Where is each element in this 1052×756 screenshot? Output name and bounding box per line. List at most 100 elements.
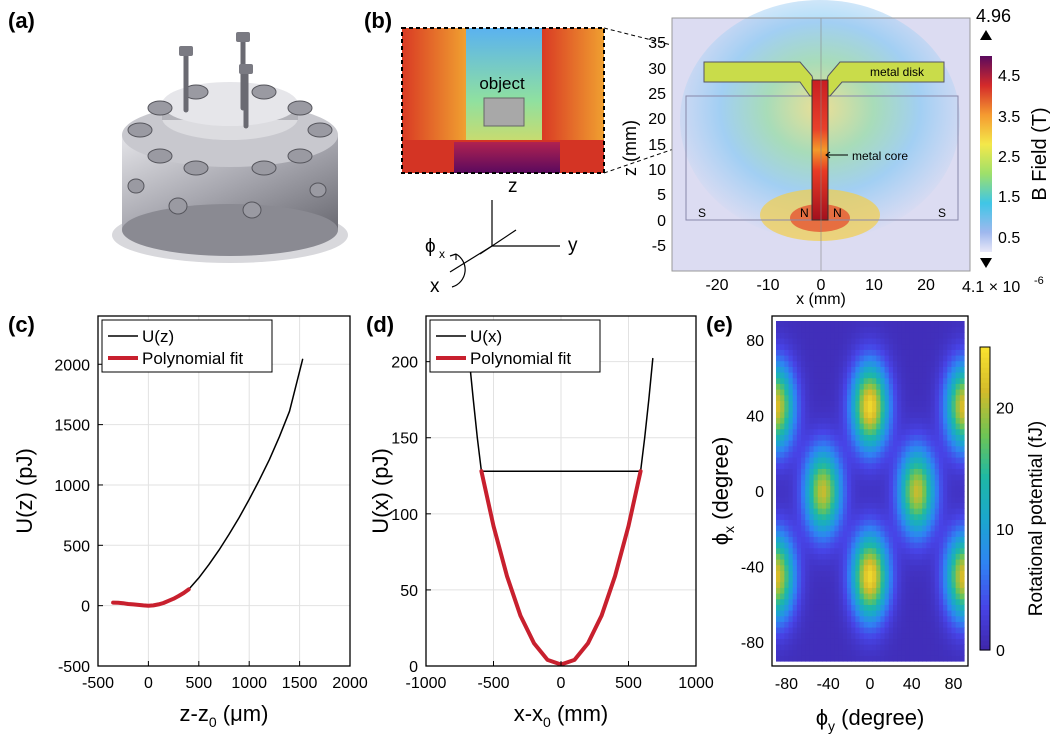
heatmap-cell	[888, 513, 894, 520]
heatmap-cell	[922, 564, 927, 571]
heatmap-cell	[930, 394, 936, 401]
b-xtick: 20	[917, 277, 935, 294]
label-metal-core: metal core	[852, 149, 908, 163]
plot-frame	[771, 315, 969, 667]
b-xtick: -20	[705, 277, 728, 294]
heatmap-cell	[813, 496, 819, 503]
heatmap-cell	[897, 355, 902, 362]
heatmap-cell	[892, 343, 898, 350]
heatmap-cell	[821, 468, 827, 475]
heatmap-cell	[897, 496, 902, 503]
heatmap-cell	[780, 632, 785, 639]
heatmap-cell	[847, 451, 852, 458]
heatmap-cell	[780, 326, 785, 333]
heatmap-cell	[851, 547, 856, 554]
heatmap-cell	[830, 525, 836, 532]
heatmap-cell	[955, 525, 961, 532]
heatmap-cell	[776, 366, 781, 373]
heatmap-cell	[838, 423, 844, 430]
heatmap-cell	[897, 553, 902, 560]
heatmap-cell	[872, 491, 877, 498]
heatmap-cell	[918, 598, 923, 605]
heatmap-cell	[926, 383, 932, 390]
heatmap-cell	[897, 632, 902, 639]
heatmap-cell	[847, 547, 852, 554]
heatmap-cell	[830, 462, 836, 469]
heatmap-cell	[934, 389, 940, 396]
heatmap-cell	[926, 406, 932, 413]
heatmap-cell	[821, 338, 827, 345]
heatmap-cell	[922, 400, 927, 407]
heatmap-cell	[847, 445, 852, 452]
x-tick-label: 500	[185, 675, 212, 692]
heatmap-cell	[951, 406, 957, 413]
heatmap-cell	[780, 343, 785, 350]
heatmap-cell	[959, 423, 965, 430]
heatmap-cell	[872, 610, 877, 617]
heatmap-cell	[876, 383, 882, 390]
heatmap-cell	[892, 462, 898, 469]
heatmap-cell	[926, 394, 932, 401]
heatmap-cell	[872, 581, 877, 588]
heatmap-cell	[880, 644, 886, 651]
heatmap-cell	[863, 638, 869, 645]
heatmap-cell	[901, 615, 907, 622]
heatmap-cell	[901, 383, 907, 390]
heatmap-cell	[880, 553, 886, 560]
heatmap-cell	[867, 326, 873, 333]
x-axis-label: z-z0 (μm)	[180, 701, 269, 730]
heatmap-cell	[801, 326, 806, 333]
heatmap-cell	[838, 332, 844, 339]
heatmap-cell	[943, 519, 948, 526]
heatmap-cell	[809, 502, 815, 509]
heatmap-cell	[834, 513, 840, 520]
heatmap-cell	[780, 615, 785, 622]
heatmap-cell	[918, 411, 923, 418]
heatmap-cell	[801, 411, 806, 418]
heatmap-cell	[892, 536, 898, 543]
heatmap-cell	[951, 468, 957, 475]
heatmap-cell	[851, 632, 856, 639]
heatmap-cell	[955, 627, 961, 634]
heatmap-cell	[876, 485, 882, 492]
heatmap-cell	[926, 547, 932, 554]
heatmap-cell	[909, 491, 915, 498]
heatmap-cell	[947, 542, 953, 549]
heatmap-cell	[834, 417, 840, 424]
heatmap-cell	[943, 587, 948, 594]
heatmap-cell	[947, 383, 953, 390]
heatmap-cell	[830, 559, 836, 566]
heatmap-cell	[788, 479, 794, 486]
heatmap-cell	[792, 570, 798, 577]
heatmap-cell	[938, 491, 944, 498]
heatmap-cell	[897, 349, 902, 356]
heatmap-cell	[851, 564, 856, 571]
heatmap-cell	[947, 638, 953, 645]
heatmap-cell	[901, 587, 907, 594]
heatmap-cell	[821, 632, 827, 639]
heatmap-cell	[784, 621, 790, 628]
heatmap-cell	[817, 508, 823, 515]
heatmap-cell	[801, 332, 806, 339]
heatmap-cell	[880, 530, 886, 537]
heatmap-cell	[826, 406, 831, 413]
heatmap-cell	[943, 332, 948, 339]
heatmap-cell	[905, 434, 911, 441]
heatmap-cell	[784, 491, 790, 498]
heatmap-cell	[947, 423, 953, 430]
heatmap-cell	[838, 525, 844, 532]
heatmap-cell	[830, 423, 836, 430]
heatmap-cell	[959, 593, 965, 600]
heatmap-cell	[796, 564, 802, 571]
heatmap-cell	[897, 440, 902, 447]
colorbar-segment	[980, 392, 990, 399]
colorbar-tick-label: 0	[996, 643, 1005, 660]
heatmap-cell	[809, 349, 815, 356]
heatmap-cell	[847, 389, 852, 396]
heatmap-cell	[826, 525, 831, 532]
heatmap-cell	[909, 383, 915, 390]
heatmap-cell	[830, 417, 836, 424]
heatmap-cell	[888, 542, 894, 549]
colorbar-tick: 3.5	[998, 109, 1020, 126]
heatmap-cell	[901, 593, 907, 600]
